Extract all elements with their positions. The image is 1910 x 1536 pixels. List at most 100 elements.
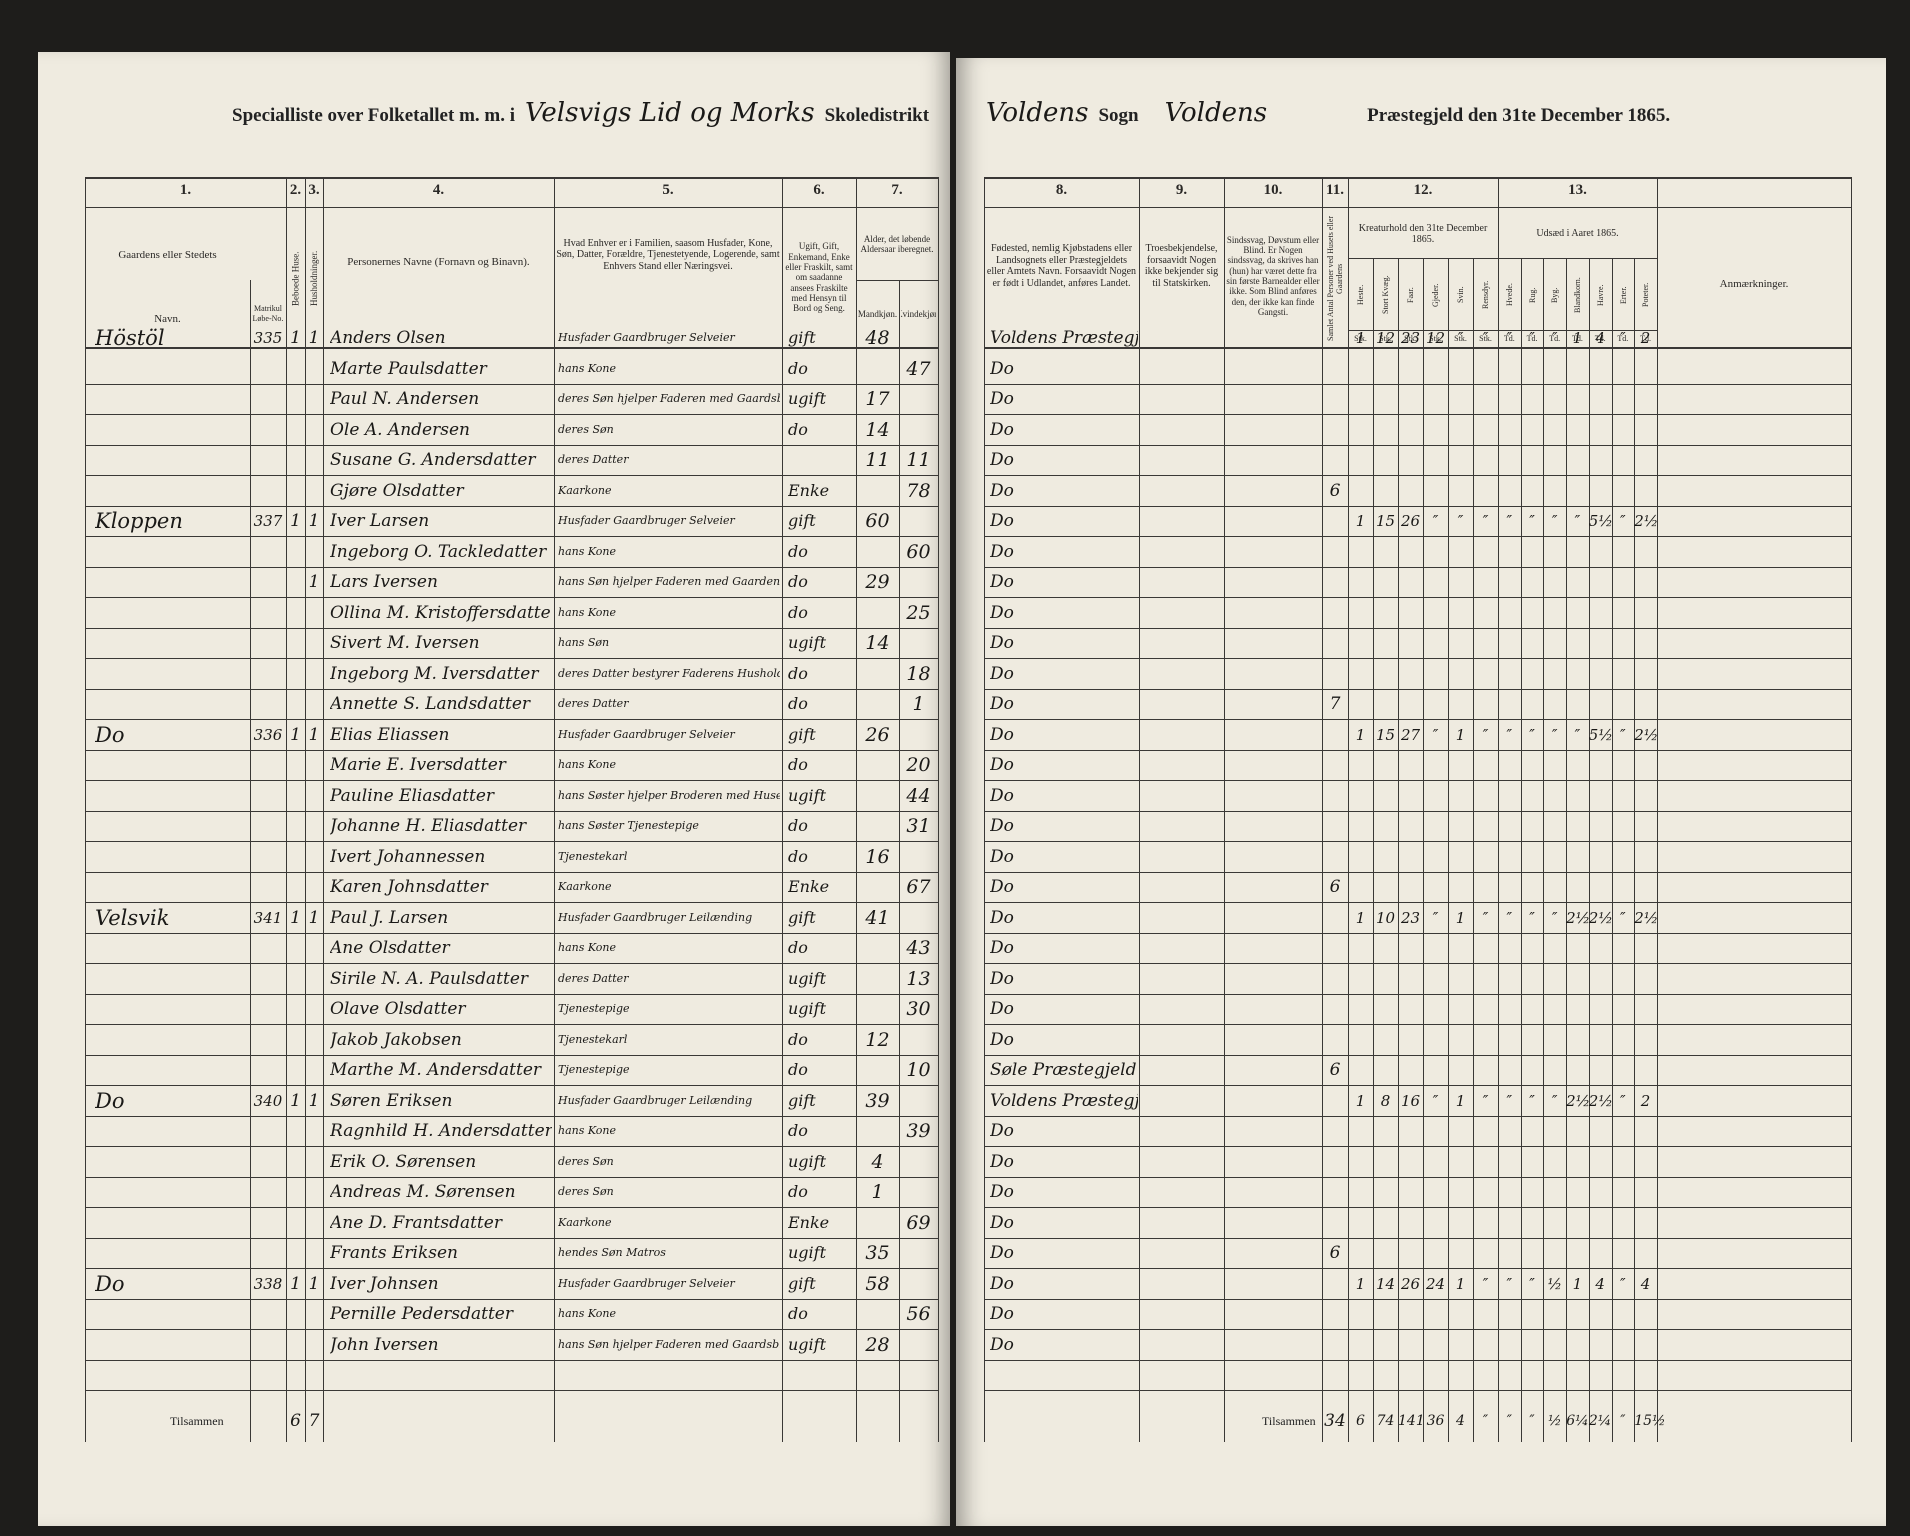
rule — [85, 1237, 938, 1239]
stock-unit: Td. — [1571, 334, 1583, 344]
column-number: 12. — [1413, 182, 1433, 198]
cell-name: Gjøre Olsdatter — [330, 480, 464, 501]
cell-position: Tjenestekarl — [558, 849, 628, 863]
cell-position: hans Søn — [558, 636, 610, 649]
district-name: Voldens — [1164, 98, 1268, 128]
cell-birthplace: Do — [990, 572, 1014, 592]
cell-position: deres Datter bestyrer Faderens Husholdni… — [558, 666, 780, 680]
stock-unit: Td. — [1617, 334, 1629, 344]
rule — [323, 177, 324, 1442]
cell-stock: ″ — [1482, 1091, 1489, 1110]
cell-birthplace: Do — [990, 1151, 1014, 1172]
cell-matr: 341 — [253, 908, 283, 927]
total-stock: 6 — [1356, 1413, 1365, 1429]
cell-status: do — [788, 419, 808, 439]
cell-stock: 4 — [1595, 1274, 1605, 1293]
cell-stock: 14 — [1375, 1274, 1396, 1293]
rule — [85, 932, 938, 934]
column-header: Fødested, nemlig Kjøbstadens eller Lands… — [986, 243, 1137, 289]
column-header: Ugift, Gift, Enkemand, Enke eller Fraski… — [785, 241, 853, 314]
cell-stock: 10 — [1375, 908, 1396, 927]
cell-position: deres Søn — [558, 1154, 614, 1168]
cell-stock: 27 — [1400, 725, 1421, 744]
cell-stock: 5½ — [1588, 512, 1613, 530]
cell-birthplace: Do — [990, 907, 1014, 928]
cell-status: do — [788, 1182, 808, 1201]
cell-status: ugift — [788, 785, 827, 805]
rule — [85, 810, 938, 812]
rule — [85, 1359, 938, 1361]
total-stock: ″ — [1482, 1413, 1489, 1429]
cell-male: 14 — [865, 418, 890, 441]
rule — [984, 505, 1851, 507]
rule — [85, 597, 938, 598]
rule — [85, 566, 938, 568]
rule — [1348, 330, 1657, 331]
cell-female: 25 — [906, 601, 931, 624]
cell-stock: 2½ — [1588, 1091, 1613, 1110]
cell-name: Iver Johnsen — [330, 1273, 439, 1294]
cell-female: 31 — [906, 815, 931, 837]
cell-position: hans Kone — [558, 361, 617, 375]
cell-name: Ollina M. Kristoffersdatter — [330, 602, 552, 623]
cell-birthplace: Do — [990, 785, 1014, 806]
cell-status: do — [788, 358, 808, 378]
cell-birthplace: Do — [990, 1029, 1014, 1050]
cell-stock: 8 — [1380, 1091, 1391, 1110]
total-count: 34 — [1324, 1411, 1346, 1431]
cell-name: Pernille Pedersdatter — [330, 1304, 513, 1324]
cell-stock: ″ — [1620, 1274, 1626, 1293]
cell-stock: 2½ — [1566, 1091, 1591, 1110]
cell-stock: ″ — [1620, 908, 1626, 927]
cell-name: Marie E. Iversdatter — [330, 755, 506, 775]
total-label: Tilsammen — [170, 1414, 224, 1428]
cell-name: Andreas M. Sørensen — [330, 1182, 516, 1202]
rule — [984, 1298, 1851, 1300]
stock-unit: Stk. — [1454, 334, 1467, 344]
rule — [85, 177, 86, 1442]
cell-status: do — [788, 1029, 808, 1049]
cell-houses: 1 — [290, 907, 301, 928]
cell-name: Ole A. Andersen — [330, 419, 470, 440]
cell-position: deres Datter — [558, 971, 629, 985]
cell-birthplace: Do — [990, 1121, 1014, 1141]
cell-position: Tjenestepige — [558, 1002, 630, 1015]
cell-stock: ″ — [1529, 908, 1535, 927]
cell-status: do — [788, 541, 808, 561]
cell-birthplace: Voldens Præstegjeld — [990, 328, 1138, 348]
cell-stock: 1 — [1355, 512, 1366, 530]
cell-position: Husfader Gaardbruger Selveier — [558, 1276, 735, 1290]
cell-birthplace: Søle Præstegjeld — [990, 1060, 1137, 1080]
cell-position: Husfader Gaardbruger Selveier — [558, 514, 735, 527]
cell-female: 56 — [906, 1303, 931, 1325]
rule — [85, 1298, 938, 1300]
cell-birthplace: Do — [990, 724, 1014, 745]
cell-stock: 1 — [1355, 329, 1366, 347]
column-number: 9. — [1175, 182, 1188, 198]
rule — [85, 841, 938, 842]
right-title: Voldens Sogn Voldens Præstegjeld den 31t… — [986, 98, 1670, 128]
cell-stock: ″ — [1482, 725, 1489, 744]
cell-position: hans Søn hjelper Faderen med Gaarden — [558, 575, 780, 588]
cell-name: Olave Olsdatter — [330, 999, 466, 1019]
cell-place: Do — [95, 1088, 125, 1113]
stock-header: Gjeder. — [1430, 283, 1440, 307]
cell-position: Tjenestepige — [558, 1063, 630, 1076]
cell-male: 16 — [865, 845, 890, 868]
cell-stock: 12 — [1425, 329, 1446, 347]
rule — [1139, 177, 1140, 1442]
cell-c11: 6 — [1329, 877, 1341, 897]
rule — [984, 383, 1851, 385]
rule — [85, 993, 938, 995]
rule — [1851, 177, 1852, 1442]
cell-stock: ″ — [1620, 1091, 1626, 1110]
rule — [305, 177, 306, 1442]
cell-position: Tjenestekarl — [558, 1032, 628, 1046]
cell-c11: 7 — [1329, 694, 1341, 714]
cell-birthplace: Do — [990, 358, 1014, 379]
cell-position: deres Søn — [558, 1185, 614, 1198]
cell-stock: ″ — [1457, 512, 1464, 530]
cell-stock: ″ — [1574, 725, 1581, 744]
rule — [984, 993, 1851, 995]
